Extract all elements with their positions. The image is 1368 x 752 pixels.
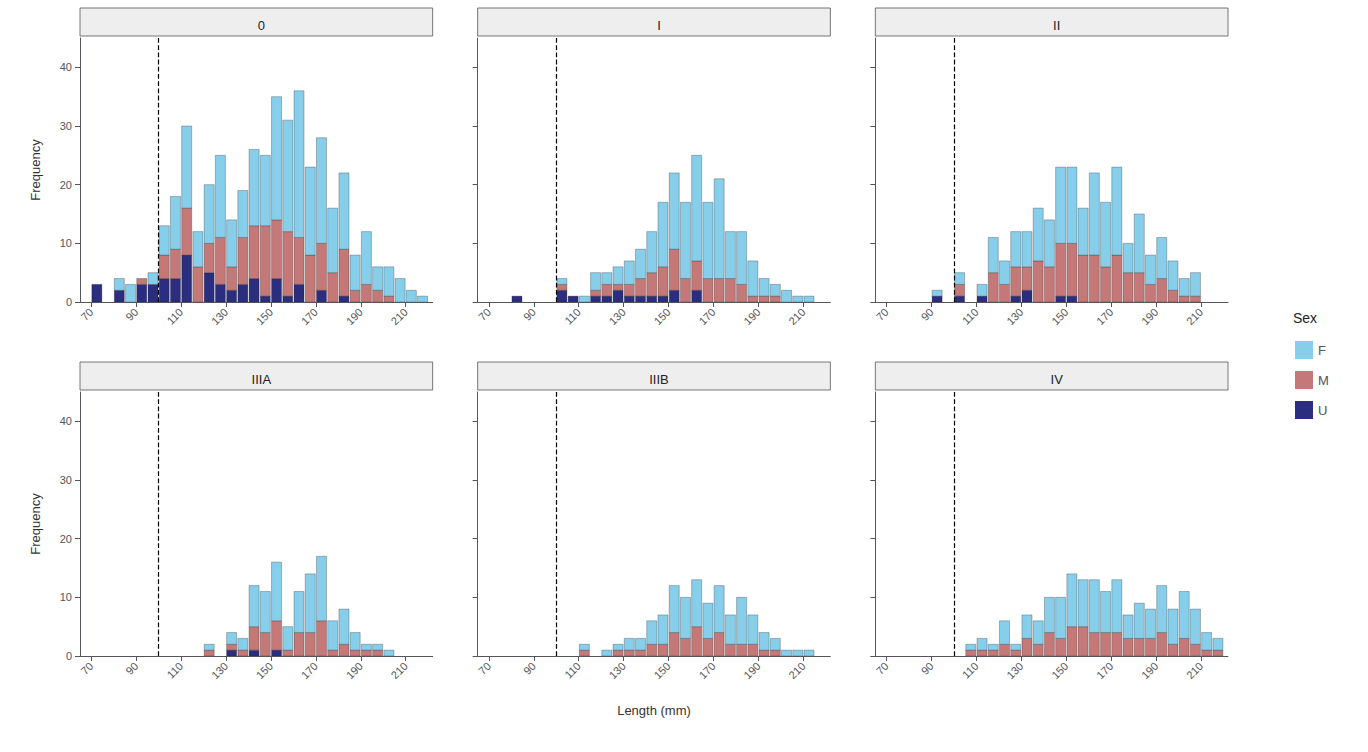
- svg-text:130: 130: [1004, 306, 1025, 327]
- svg-text:90: 90: [521, 306, 538, 323]
- svg-text:70: 70: [476, 660, 493, 677]
- svg-text:130: 130: [209, 306, 230, 327]
- svg-text:30: 30: [60, 120, 72, 132]
- svg-text:90: 90: [521, 660, 538, 677]
- svg-text:190: 190: [344, 306, 365, 327]
- svg-text:M: M: [1318, 373, 1329, 388]
- svg-text:IV: IV: [1051, 372, 1064, 387]
- svg-text:150: 150: [254, 660, 275, 681]
- svg-text:130: 130: [1004, 660, 1025, 681]
- svg-text:10: 10: [60, 591, 72, 603]
- svg-text:110: 110: [960, 660, 981, 681]
- svg-text:Length (mm): Length (mm): [617, 703, 691, 718]
- svg-text:70: 70: [874, 306, 891, 323]
- svg-text:190: 190: [741, 660, 762, 681]
- svg-text:0: 0: [66, 296, 72, 308]
- svg-text:II: II: [1053, 18, 1060, 33]
- svg-text:170: 170: [696, 306, 717, 327]
- svg-text:70: 70: [78, 306, 95, 323]
- svg-text:110: 110: [164, 660, 185, 681]
- svg-text:Frequency: Frequency: [28, 493, 43, 555]
- svg-text:40: 40: [60, 415, 72, 427]
- svg-text:130: 130: [606, 660, 627, 681]
- svg-text:210: 210: [1184, 660, 1205, 681]
- svg-text:0: 0: [66, 650, 72, 662]
- svg-text:70: 70: [78, 660, 95, 677]
- svg-text:210: 210: [1184, 306, 1205, 327]
- svg-text:130: 130: [606, 306, 627, 327]
- svg-text:170: 170: [1094, 306, 1115, 327]
- svg-text:20: 20: [60, 533, 72, 545]
- svg-text:20: 20: [60, 179, 72, 191]
- svg-text:Frequency: Frequency: [28, 139, 43, 201]
- svg-text:90: 90: [123, 306, 140, 323]
- svg-text:110: 110: [562, 660, 583, 681]
- svg-text:90: 90: [919, 660, 936, 677]
- svg-text:70: 70: [874, 660, 891, 677]
- svg-text:210: 210: [786, 660, 807, 681]
- svg-text:U: U: [1318, 403, 1327, 418]
- svg-text:I: I: [657, 18, 661, 33]
- svg-text:190: 190: [741, 306, 762, 327]
- svg-text:150: 150: [254, 306, 275, 327]
- svg-text:190: 190: [1139, 660, 1160, 681]
- svg-text:170: 170: [299, 306, 320, 327]
- svg-text:190: 190: [1139, 306, 1160, 327]
- svg-text:90: 90: [123, 660, 140, 677]
- svg-text:0: 0: [258, 18, 265, 33]
- svg-text:40: 40: [60, 61, 72, 73]
- svg-text:90: 90: [919, 306, 936, 323]
- svg-text:210: 210: [389, 306, 410, 327]
- svg-text:IIIA: IIIA: [252, 372, 272, 387]
- svg-text:190: 190: [344, 660, 365, 681]
- svg-text:F: F: [1318, 343, 1326, 358]
- svg-text:210: 210: [786, 306, 807, 327]
- svg-text:150: 150: [1049, 306, 1070, 327]
- svg-text:110: 110: [562, 306, 583, 327]
- svg-text:170: 170: [299, 660, 320, 681]
- svg-text:170: 170: [1094, 660, 1115, 681]
- svg-text:150: 150: [651, 660, 672, 681]
- svg-text:150: 150: [651, 306, 672, 327]
- svg-text:150: 150: [1049, 660, 1070, 681]
- svg-text:Sex: Sex: [1293, 310, 1317, 326]
- svg-text:110: 110: [164, 306, 185, 327]
- svg-text:210: 210: [389, 660, 410, 681]
- svg-text:30: 30: [60, 474, 72, 486]
- svg-text:IIIB: IIIB: [649, 372, 669, 387]
- svg-text:70: 70: [476, 306, 493, 323]
- svg-text:170: 170: [696, 660, 717, 681]
- svg-text:130: 130: [209, 660, 230, 681]
- svg-text:10: 10: [60, 237, 72, 249]
- svg-text:110: 110: [960, 306, 981, 327]
